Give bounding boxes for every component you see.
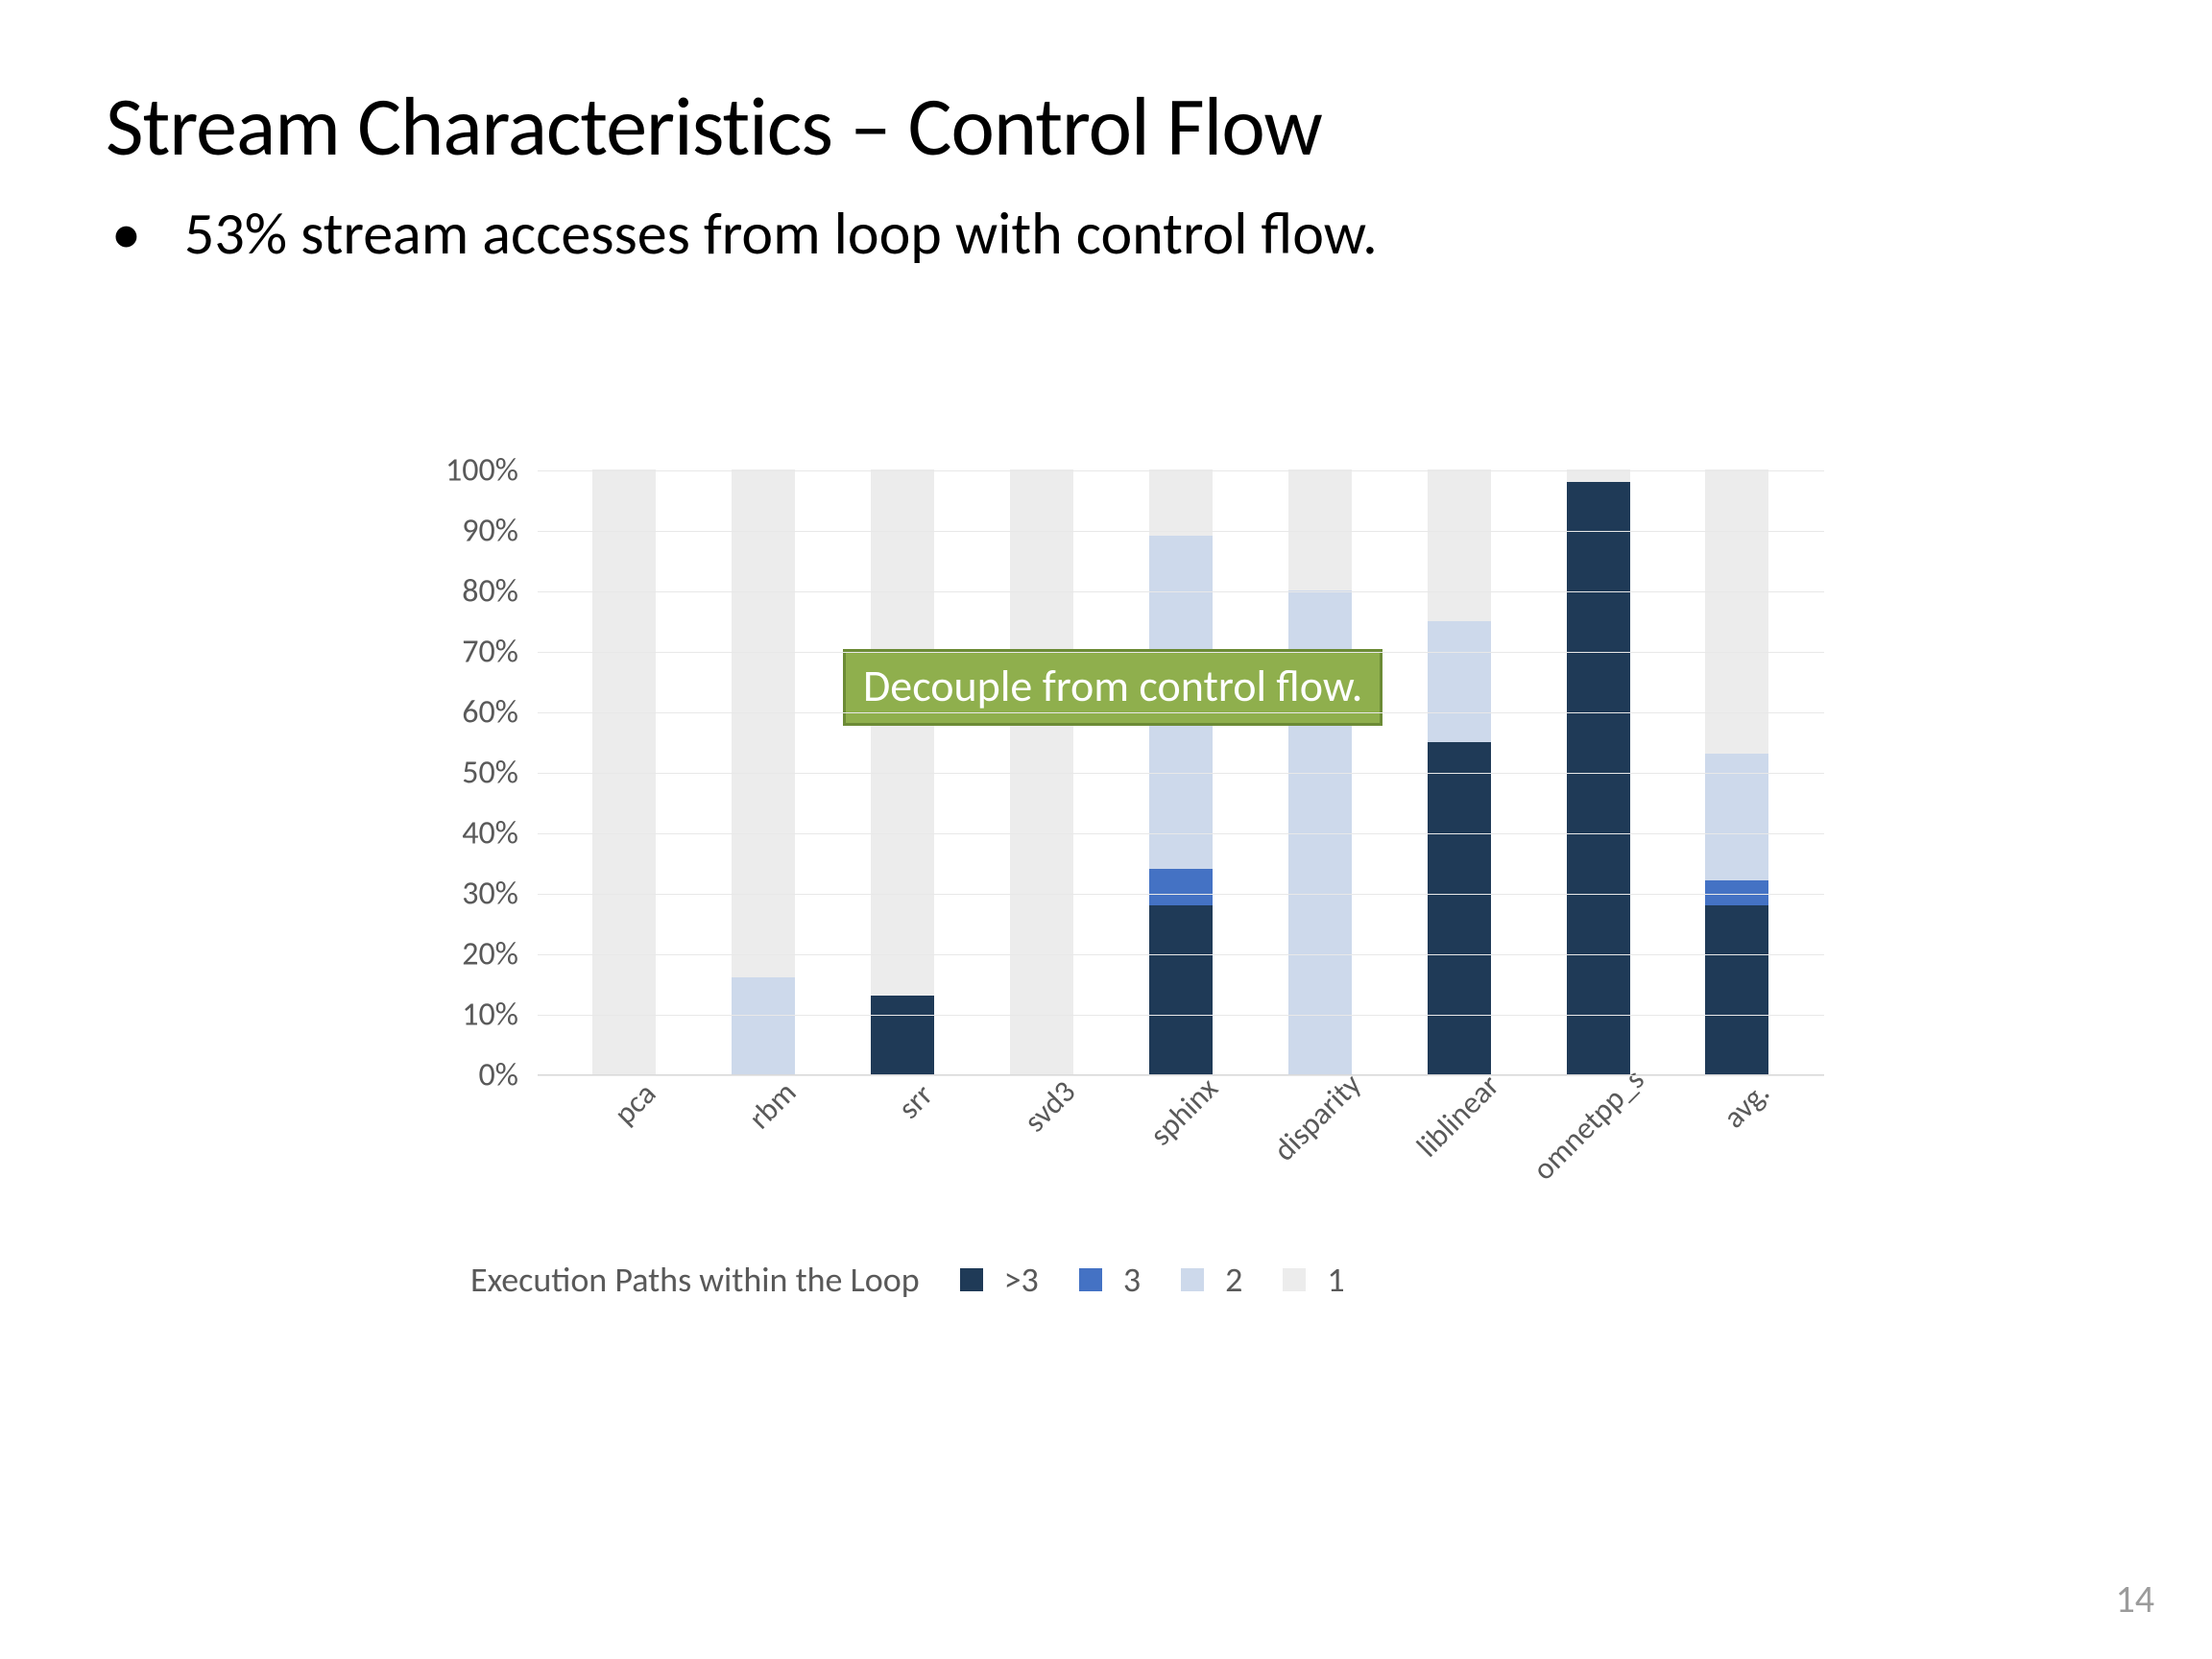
gridline (538, 773, 1824, 774)
bar-segment (1288, 469, 1352, 590)
bar-segment (1010, 469, 1073, 1074)
y-axis-label: 80% (384, 572, 518, 612)
page-number: 14 (2115, 1575, 2154, 1623)
bar (871, 469, 934, 1074)
bar (592, 469, 656, 1074)
bar (1567, 469, 1630, 1074)
bar-group: pca (568, 469, 681, 1074)
y-axis-label: 60% (384, 693, 518, 733)
bar-group: svd3 (985, 469, 1097, 1074)
legend-swatch (1181, 1268, 1204, 1291)
bullet-text: 53% stream accesses from loop with contr… (184, 197, 1378, 270)
plot-area: pcarbmsrrsvd3sphinxdisparityliblinearomn… (538, 470, 1824, 1075)
bar-segment (871, 996, 934, 1074)
bullet-line: • 53% stream accesses from loop with con… (111, 197, 2106, 270)
x-axis-label: srr (891, 1076, 941, 1126)
legend-swatch (1283, 1268, 1306, 1291)
legend-label: >3 (1004, 1259, 1039, 1301)
bar-group: avg. (1681, 469, 1793, 1074)
gridline (538, 954, 1824, 955)
bar-segment (1428, 621, 1491, 742)
legend-label: 1 (1327, 1259, 1344, 1301)
callout-text: Decouple from control flow. (863, 660, 1362, 713)
bar (1288, 469, 1352, 1074)
gridline (538, 470, 1824, 471)
bar-group: rbm (708, 469, 820, 1074)
bar (1149, 469, 1213, 1074)
x-axis-label: sphinx (1142, 1070, 1226, 1153)
bar-segment (1705, 905, 1768, 1074)
x-axis-label: disparity (1265, 1066, 1368, 1168)
bar (1010, 469, 1073, 1074)
legend: Execution Paths within the Loop >3 3 2 1 (470, 1259, 1345, 1301)
bar-group: omnetpp_s (1542, 469, 1654, 1074)
legend-swatch (960, 1268, 983, 1291)
bar-segment (1705, 469, 1768, 754)
y-axis-label: 0% (384, 1056, 518, 1095)
bar-segment (592, 469, 656, 1074)
gridline (538, 591, 1824, 592)
legend-label: 2 (1225, 1259, 1242, 1301)
gridline (538, 712, 1824, 713)
y-axis-label: 100% (384, 451, 518, 491)
bar-segment (1428, 469, 1491, 621)
bar-group: sphinx (1124, 469, 1237, 1074)
bar-group: disparity (1263, 469, 1376, 1074)
bar (732, 469, 795, 1074)
callout-box: Decouple from control flow. (843, 649, 1382, 726)
x-axis-label: pca (607, 1075, 664, 1133)
legend-label: 3 (1123, 1259, 1141, 1301)
bar-group: liblinear (1403, 469, 1515, 1074)
x-axis-label: rbm (741, 1074, 804, 1137)
bullet-marker: • (111, 204, 141, 263)
bar-segment (1149, 905, 1213, 1074)
gridline (538, 833, 1824, 834)
bar (1705, 469, 1768, 1074)
gridline (538, 531, 1824, 532)
x-axis-label: omnetpp_s (1525, 1061, 1651, 1188)
y-axis-label: 90% (384, 512, 518, 551)
x-axis-label: svd3 (1017, 1073, 1083, 1140)
y-axis-label: 30% (384, 875, 518, 914)
slide-title: Stream Characteristics – Control Flow (106, 77, 2106, 178)
legend-swatch (1079, 1268, 1102, 1291)
legend-title: Execution Paths within the Loop (470, 1259, 920, 1301)
bar-segment (732, 469, 795, 977)
chart-container: pcarbmsrrsvd3sphinxdisparityliblinearomn… (384, 461, 1834, 1296)
x-axis-label: avg. (1716, 1074, 1777, 1136)
x-axis-label: liblinear (1408, 1067, 1506, 1165)
y-axis-label: 10% (384, 996, 518, 1035)
bar-segment (1149, 469, 1213, 536)
bar-segment (1149, 869, 1213, 905)
y-axis-label: 70% (384, 633, 518, 672)
gridline (538, 894, 1824, 895)
bar-segment (1567, 482, 1630, 1074)
bar-segment (1428, 742, 1491, 1075)
y-axis-label: 50% (384, 754, 518, 793)
y-axis-label: 20% (384, 935, 518, 974)
bar-segment (871, 469, 934, 996)
gridline (538, 1015, 1824, 1016)
bar (1428, 469, 1491, 1074)
y-axis-label: 40% (384, 814, 518, 854)
gridline (538, 652, 1824, 653)
gridline (538, 1075, 1824, 1076)
bar-segment (732, 977, 795, 1074)
bar-group: srr (847, 469, 959, 1074)
